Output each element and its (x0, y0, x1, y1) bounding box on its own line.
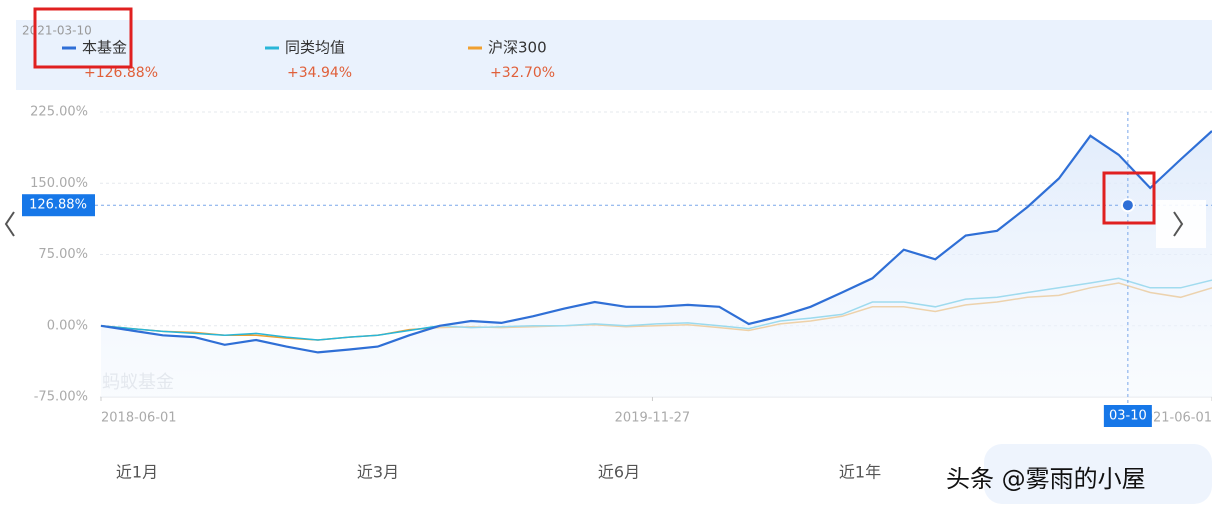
area (101, 131, 1212, 397)
highlight-box (33, 7, 133, 69)
cursor-date: 2021-03-10 (22, 24, 92, 38)
y-tick-label: 225.00% (30, 105, 88, 120)
cursor-value-label: 126.88% (29, 198, 87, 213)
legend-value: +34.94% (287, 65, 352, 81)
legend-label: 同类均值 (285, 39, 345, 57)
legend-panel (16, 20, 1212, 90)
y-tick-label: -75.00% (34, 390, 88, 405)
watermark: 蚂蚁基金 (102, 372, 174, 393)
y-tick-label: 0.00% (47, 318, 88, 333)
x-tick-label: 2021-06-01 (1136, 411, 1212, 426)
period-tab[interactable]: 近6月 (598, 463, 640, 482)
period-tab[interactable]: 近3月 (357, 463, 399, 482)
prev-arrow[interactable] (4, 211, 15, 237)
y-tick-label: 75.00% (38, 247, 88, 262)
period-tab[interactable]: 近1年 (839, 463, 881, 482)
next-arrow[interactable] (1173, 211, 1184, 237)
legend-value: +32.70% (490, 65, 555, 81)
cursor-point (1120, 198, 1135, 213)
cursor-date-label: 03-10 (1109, 409, 1147, 424)
legend-value: +126.88% (84, 65, 158, 81)
series-line (100, 130, 1212, 354)
legend-label: 沪深300 (488, 39, 547, 57)
x-tick-label: 2019-11-27 (615, 411, 691, 426)
legend-label: 本基金 (82, 39, 127, 57)
highlight-box (1102, 171, 1156, 225)
cursor-date-tag (1103, 405, 1152, 427)
y-tick-label: 150.00% (30, 176, 88, 191)
tab-bg (984, 444, 1212, 504)
period-tab[interactable]: 近1月 (116, 463, 158, 482)
cursor-value-tag (22, 194, 95, 217)
credit: 头条 @雾雨的小屋 (946, 465, 1146, 493)
x-tick-label: 2018-06-01 (101, 411, 177, 426)
